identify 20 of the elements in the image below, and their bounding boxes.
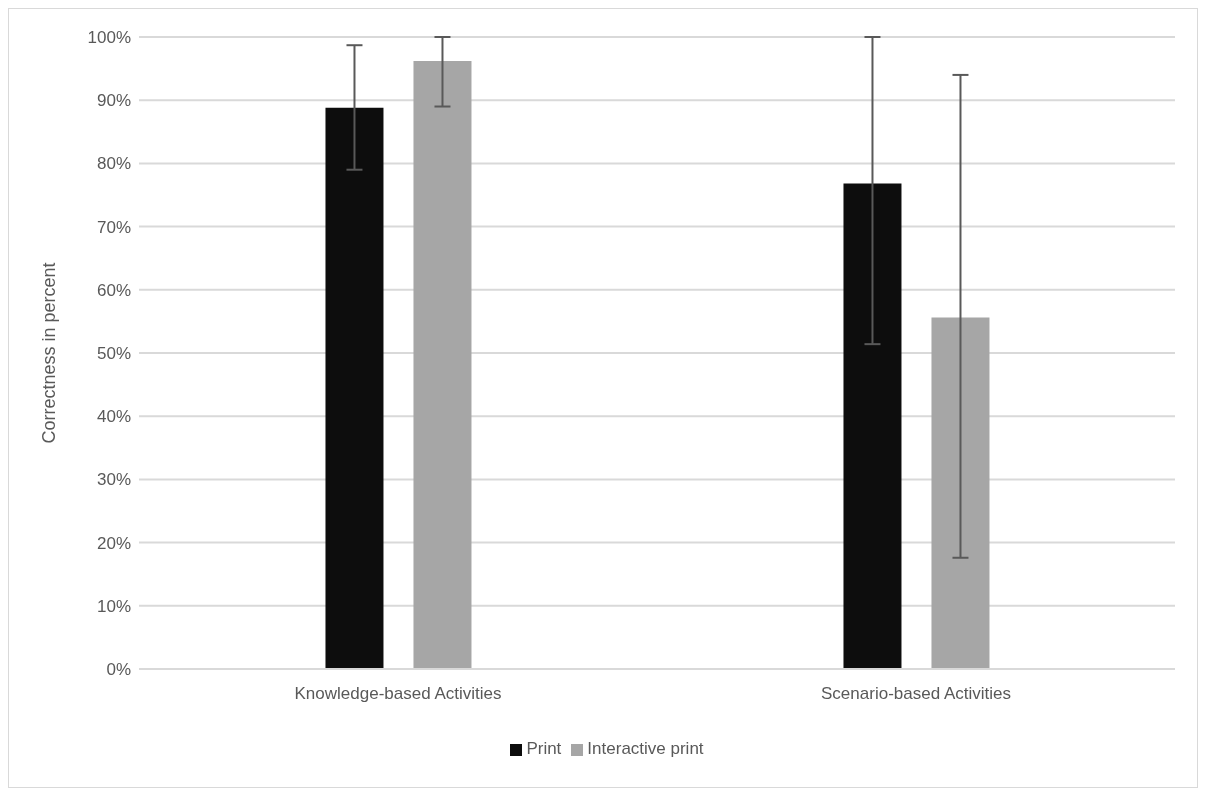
y-tick-label: 80% — [96, 154, 131, 174]
y-tick-label: 50% — [96, 344, 131, 364]
y-tick-label: 90% — [96, 91, 131, 111]
legend-label: Interactive print — [587, 739, 704, 758]
legend-label: Print — [526, 739, 562, 758]
bar — [413, 61, 472, 669]
x-tick-label: Scenario-based Activities — [821, 684, 1011, 704]
y-tick-label: 20% — [96, 533, 131, 553]
y-tick-label: 60% — [96, 280, 131, 300]
y-tick-label: 70% — [96, 217, 131, 237]
x-tick-label: Knowledge-based Activities — [294, 684, 502, 704]
y-tick-label: 100% — [87, 28, 131, 48]
y-tick-label: 10% — [96, 596, 131, 616]
y-axis-title: Correctness in percent — [39, 262, 60, 444]
y-tick-label: 0% — [106, 660, 131, 680]
bar — [325, 107, 384, 669]
y-tick-label: 30% — [96, 470, 131, 490]
bar — [931, 317, 990, 669]
bar — [843, 183, 902, 669]
y-tick-label: 40% — [96, 407, 131, 427]
